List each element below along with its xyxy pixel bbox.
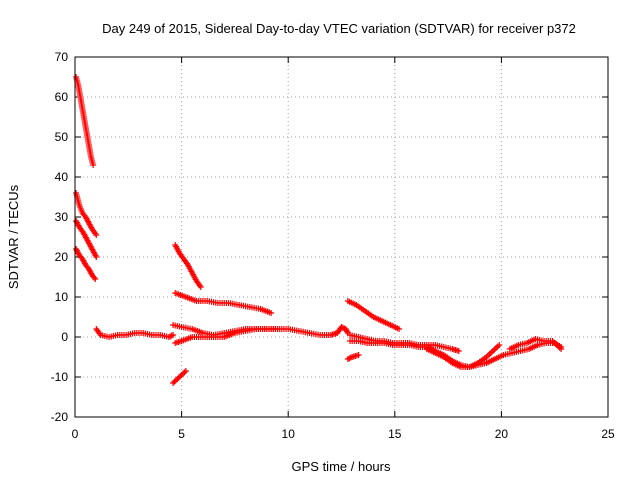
y-axis-label: SDTVAR / TECUs [6,184,21,289]
y-tick-label: 0 [61,330,68,344]
y-tick-label: 30 [55,210,69,224]
y-tick-label: 40 [55,170,69,184]
data-point [92,276,99,282]
x-tick-label: 20 [495,427,509,441]
x-tick-label: 15 [388,427,402,441]
y-tick-label: 60 [55,90,69,104]
chart-title: Day 249 of 2015, Sidereal Day-to-day VTE… [102,21,576,36]
x-tick-label: 25 [601,427,615,441]
y-tick-label: 50 [55,130,69,144]
x-tick-label: 5 [178,427,185,441]
data-point [455,348,462,354]
data-point [344,328,351,335]
data-point [168,332,175,339]
data-point [396,326,403,332]
data-marks [73,74,565,386]
data-point [197,284,204,290]
y-tick-label: 20 [55,250,69,264]
data-point [558,346,565,352]
data-point [182,368,189,374]
data-point [170,332,177,338]
grid [75,57,608,417]
y-tick-label: 10 [55,290,69,304]
data-point [496,342,503,348]
data-point [355,352,362,358]
data-point [274,326,281,332]
x-tick-label: 10 [282,427,296,441]
x-tick-label: 0 [72,427,79,441]
data-point [91,274,98,281]
y-tick-label: -20 [51,410,69,424]
data-point [93,232,100,238]
plot-frame [74,56,609,418]
data-point [268,310,275,316]
data-point [93,254,100,260]
axis-ticks: 0 5 10 15 20 25 -20 -10 0 10 20 30 40 50 60 70 [51,50,615,441]
y-tick-label: -10 [51,370,69,384]
x-axis-label: GPS time / hours [292,459,391,474]
data-point [167,333,174,340]
y-tick-label: 70 [55,50,69,64]
data-point [90,162,97,168]
